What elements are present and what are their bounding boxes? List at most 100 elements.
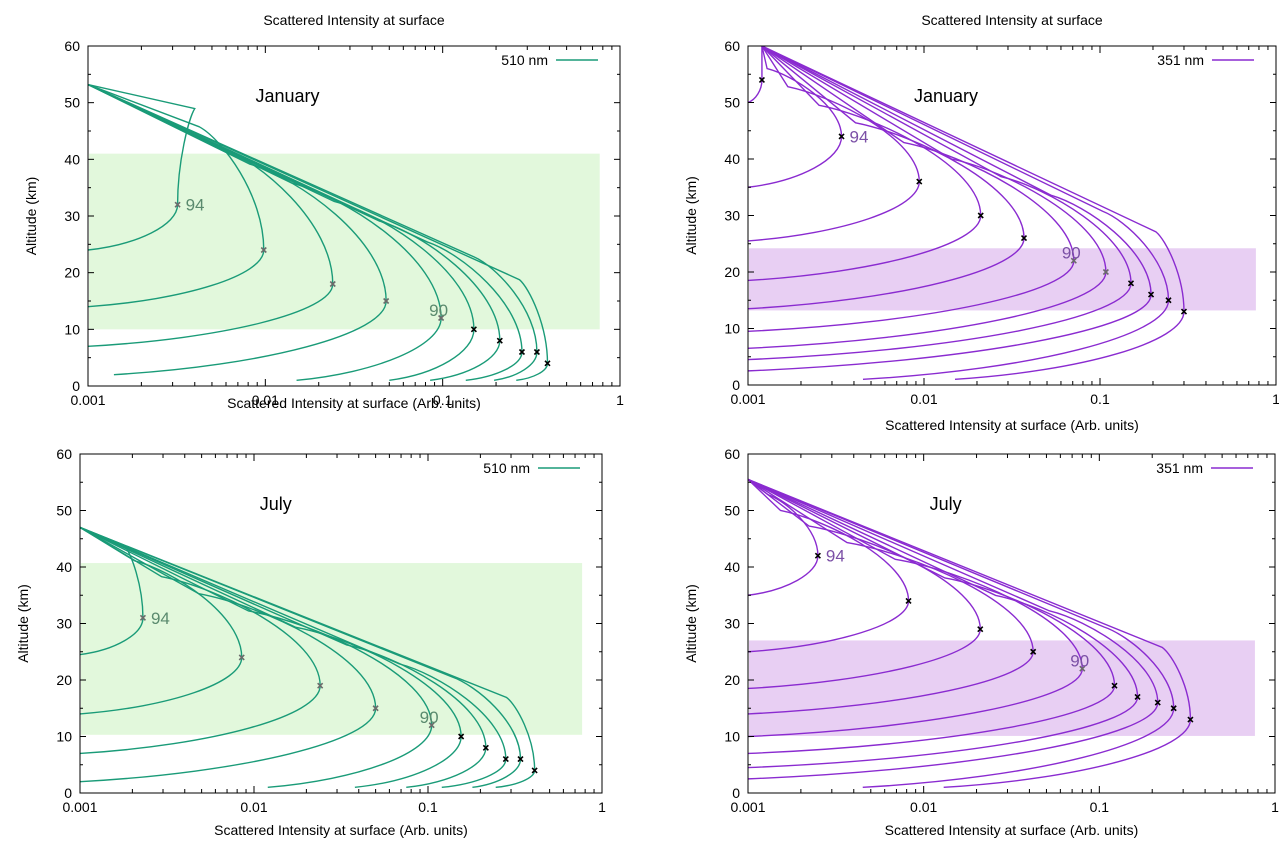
profile-curve: [748, 478, 1192, 789]
chart-title: Scattered Intensity at surface: [921, 12, 1103, 28]
peak-marker: [977, 212, 984, 219]
profile-curve: [761, 46, 1170, 381]
peak-marker: [329, 280, 336, 288]
peak-marker: [531, 767, 538, 774]
curve-group: [80, 526, 536, 789]
curve-label-94: 94: [850, 127, 869, 146]
peak-marker: [814, 552, 821, 559]
y-tick-label: 20: [56, 672, 72, 688]
y-tick-label: 40: [64, 151, 80, 167]
y-tick-label: 30: [724, 208, 740, 224]
peak-marker: [1134, 693, 1141, 701]
peak-marker: [260, 246, 267, 254]
y-tick-label: 20: [724, 672, 740, 688]
profile-curve: [80, 526, 507, 789]
y-tick-label: 60: [724, 38, 740, 54]
profile-curve: [748, 46, 1132, 361]
y-tick-label: 60: [724, 446, 740, 462]
peak-marker: [174, 201, 181, 208]
curve-label-94: 94: [826, 547, 845, 566]
peak-marker: [518, 348, 526, 356]
peak-marker: [533, 348, 540, 356]
peak-marker: [438, 314, 445, 322]
curve-label-94: 94: [186, 196, 205, 215]
peak-marker: [1020, 235, 1028, 242]
x-tick-label: 1: [616, 392, 624, 408]
y-tick-label: 40: [724, 559, 740, 575]
peak-marker: [1147, 291, 1155, 298]
y-tick-label: 50: [724, 503, 740, 519]
chart-panel-1: 94 90 0 10 20 30 40 50 60 0.001 0.01 0.1 1 Scattered …: [23, 12, 624, 411]
profile-curve: [80, 526, 462, 789]
x-tick-label: 0.001: [62, 799, 97, 815]
curve-label-90: 90: [429, 301, 448, 320]
profile-curve: [761, 46, 1185, 381]
x-tick-label: 0.01: [252, 392, 279, 408]
y-tick-label: 20: [724, 264, 740, 280]
peak-marker: [517, 756, 524, 763]
month-annotation: July: [930, 494, 962, 514]
chart-panel-3: 94 90 0 10 20 30 40 50 60 0.001 0.01 0.1 1 Scattered …: [15, 446, 606, 838]
peak-marker: [1180, 308, 1188, 315]
y-tick-label: 50: [56, 503, 72, 519]
x-tick-label: 0.01: [910, 391, 937, 407]
chart-title: Scattered Intensity at surface: [263, 12, 445, 28]
legend-label: 510 nm: [483, 460, 530, 476]
x-axis-label: Scattered Intensity at surface (Arb. uni…: [885, 417, 1139, 433]
x-tick-label: 0.001: [730, 799, 765, 815]
y-tick-label: 50: [64, 95, 80, 111]
x-axis-label: Scattered Intensity at surface (Arb. uni…: [885, 822, 1139, 838]
x-axis-label: Scattered Intensity at surface (Arb. uni…: [214, 822, 468, 838]
legend-label: 510 nm: [501, 52, 548, 68]
y-tick-label: 0: [64, 785, 72, 801]
peak-marker: [317, 682, 324, 689]
profile-curve: [748, 478, 1175, 789]
curve-group: [748, 478, 1192, 789]
curve-label-94: 94: [151, 609, 170, 628]
y-tick-label: 0: [732, 377, 740, 393]
altitude-band: [749, 640, 1255, 736]
y-axis-label: Altitude (km): [683, 584, 699, 663]
peak-marker: [1170, 705, 1177, 712]
profile-curve: [80, 526, 522, 789]
profile-curve: [80, 526, 536, 789]
plot-frame: [747, 453, 1276, 794]
peak-marker: [838, 133, 845, 140]
profile-curve: [748, 478, 1084, 738]
y-tick-label: 50: [724, 95, 740, 111]
y-tick-label: 60: [64, 38, 80, 54]
peak-marker: [458, 733, 465, 740]
peak-marker: [372, 705, 379, 712]
month-annotation: July: [260, 494, 292, 514]
peak-marker: [1111, 682, 1118, 689]
peak-marker: [544, 360, 551, 367]
y-tick-label: 40: [724, 151, 740, 167]
x-tick-label: 0.1: [1090, 391, 1110, 407]
peak-marker: [758, 76, 766, 83]
y-tick-label: 10: [56, 729, 72, 745]
x-tick-label: 0.001: [70, 392, 105, 408]
x-tick-label: 1: [598, 799, 606, 815]
y-tick-label: 40: [56, 559, 72, 575]
y-tick-label: 60: [56, 446, 72, 462]
peak-marker: [1127, 280, 1135, 287]
peak-marker: [139, 614, 147, 621]
curve-label-90: 90: [420, 708, 439, 727]
profile-curve: [748, 478, 1139, 769]
profile-curve: [748, 46, 920, 242]
peak-marker: [428, 722, 435, 729]
peak-marker: [238, 654, 245, 661]
peak-marker: [1030, 648, 1037, 655]
y-tick-label: 0: [72, 378, 80, 394]
x-tick-label: 0.01: [240, 799, 267, 815]
profile-curve: [748, 46, 982, 282]
peak-marker: [1079, 665, 1086, 672]
x-axis-label: Scattered Intensity at surface (Arb. uni…: [227, 395, 481, 411]
profile-curve: [748, 478, 1116, 755]
peak-marker: [383, 297, 390, 305]
y-tick-label: 10: [64, 321, 80, 337]
peak-marker: [977, 626, 984, 633]
x-tick-label: 1: [1272, 391, 1279, 407]
